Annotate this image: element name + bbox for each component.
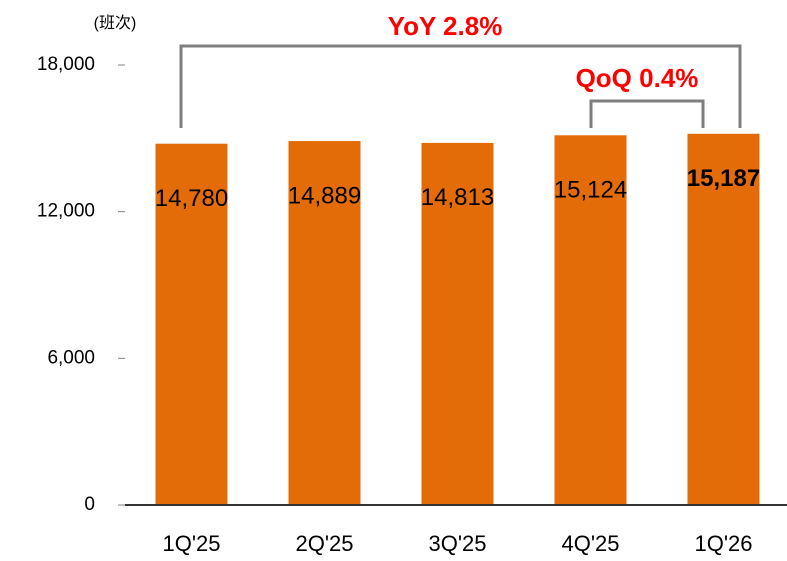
qoq-bracket (589, 99, 705, 128)
yoy-annotation: YoY 2.8% (388, 11, 503, 41)
value-label: 15,187 (687, 165, 760, 192)
x-tick-label: 1Q'26 (694, 531, 752, 556)
x-tick-label: 3Q'25 (428, 531, 486, 556)
bar (554, 135, 627, 505)
y-axis-label: (班次) (94, 14, 137, 32)
bar (421, 142, 494, 505)
bar (288, 141, 361, 505)
yoy-bracket (179, 44, 742, 128)
x-tick-label: 4Q'25 (561, 531, 619, 556)
bar (687, 133, 760, 506)
value-label: 14,813 (421, 184, 494, 211)
qoq-annotation: QoQ 0.4% (576, 63, 699, 93)
x-tick-label: 1Q'25 (162, 531, 220, 556)
y-tick-label: 0 (84, 494, 95, 515)
y-tick-label: 12,000 (37, 201, 95, 222)
x-tick-label: 2Q'25 (295, 531, 353, 556)
value-label: 15,124 (554, 177, 627, 204)
y-tick-label: 18,000 (37, 54, 95, 75)
bar (155, 143, 228, 505)
value-label: 14,780 (155, 185, 228, 212)
value-label: 14,889 (288, 182, 361, 209)
y-tick-label: 6,000 (47, 347, 95, 368)
